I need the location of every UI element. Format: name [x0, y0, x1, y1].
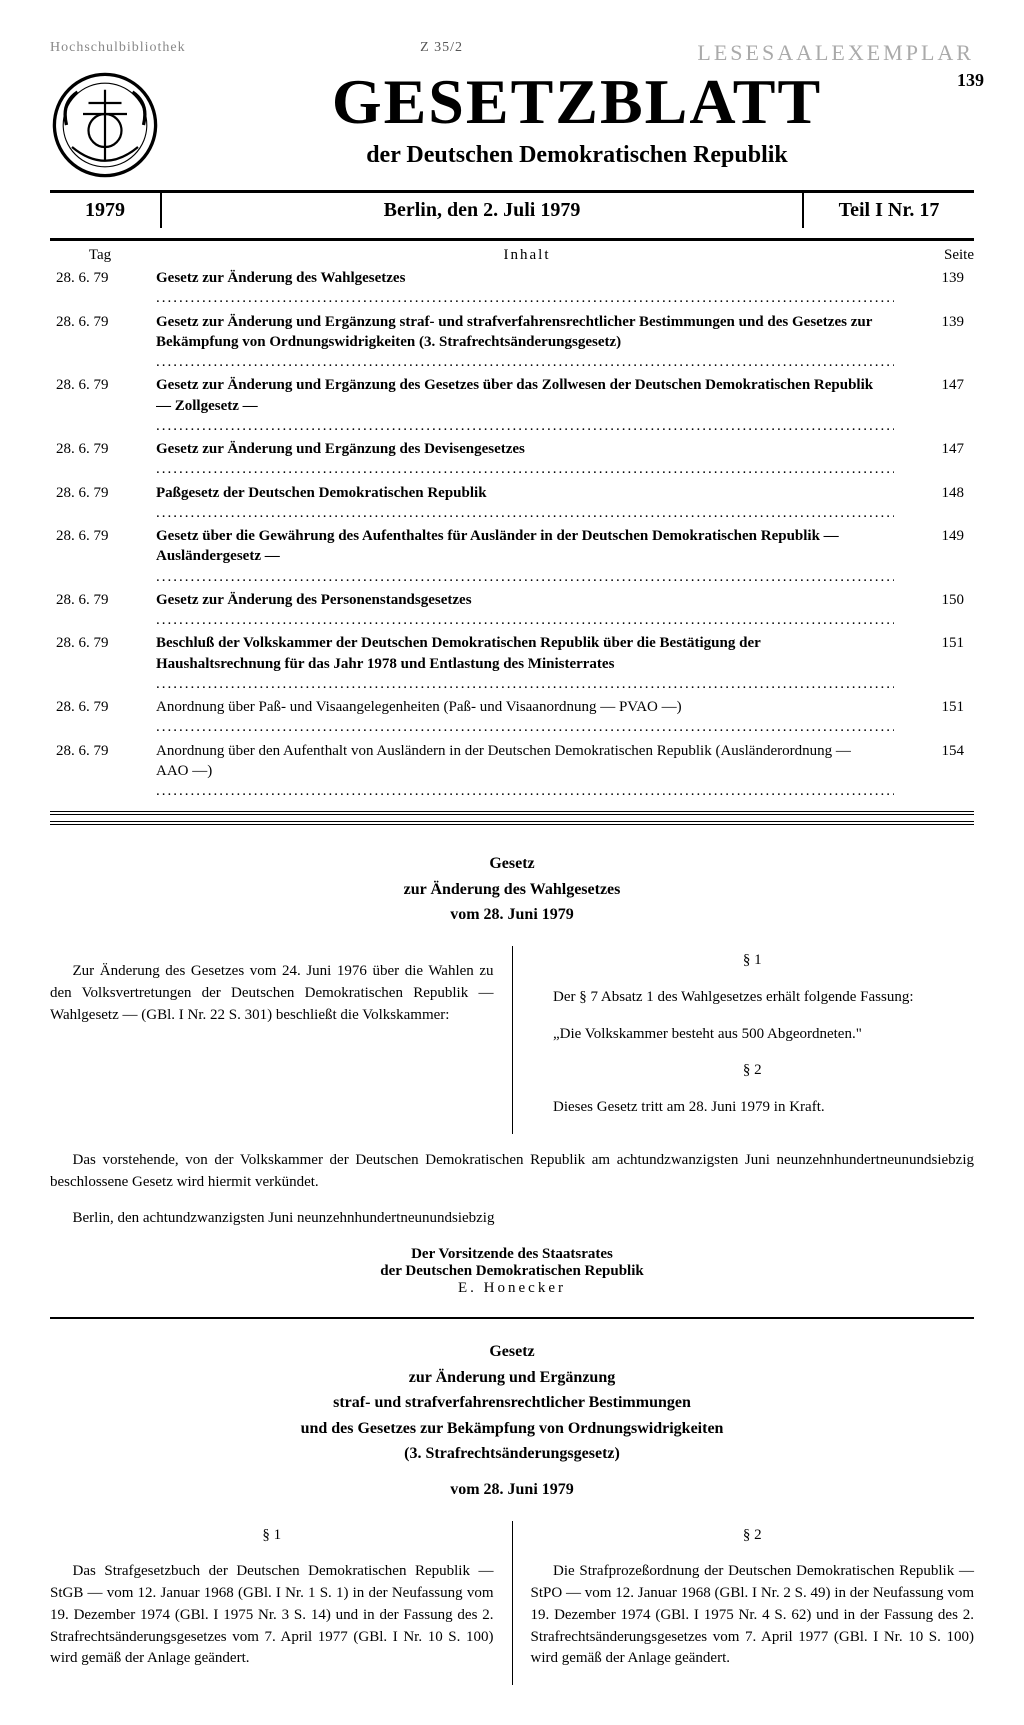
subtitle: der Deutschen Demokratischen Republik	[180, 142, 974, 169]
section-1-head: § 1	[531, 950, 975, 972]
dateline: 1979 Berlin, den 2. Juli 1979 Teil I Nr.…	[50, 193, 974, 228]
toc-head-day: Tag	[50, 247, 150, 264]
year: 1979	[50, 193, 162, 228]
header-stamps: Hochschulbibliothek Z 35/2 Lesesaalexemp…	[50, 40, 974, 66]
law1-preamble: Zur Änderung des Gesetzes vom 24. Juni 1…	[50, 961, 494, 1026]
toc-head-page: Seite	[904, 247, 974, 264]
main-title: GESETZBLATT	[180, 70, 974, 134]
toc-row: 28. 6. 79Anordnung über Paß- und Visaang…	[50, 697, 974, 738]
ddr-emblem-icon	[50, 70, 160, 180]
section-2-head: § 2	[531, 1060, 975, 1082]
divider-double	[50, 811, 974, 825]
toc-row: 28. 6. 79Beschluß der Volkskammer der De…	[50, 633, 974, 694]
toc-row: 28. 6. 79Gesetz zur Änderung und Ergänzu…	[50, 375, 974, 436]
toc-row: 28. 6. 79Gesetz zur Änderung und Ergänzu…	[50, 312, 974, 373]
issue-date: Berlin, den 2. Juli 1979	[162, 193, 802, 228]
toc-head-content: Inhalt	[150, 247, 904, 264]
signature-block: Der Vorsitzende des Staatsrates der Deut…	[50, 1246, 974, 1297]
toc-row: 28. 6. 79Gesetz zur Änderung und Ergänzu…	[50, 439, 974, 480]
stamp-center: Z 35/2	[420, 40, 463, 66]
stamp-right: Lesesaalexemplar	[697, 40, 974, 66]
stamp-left: Hochschulbibliothek	[50, 40, 186, 66]
page-number: 139	[957, 70, 984, 91]
table-of-contents: Tag Inhalt Seite 28. 6. 79Gesetz zur Änd…	[50, 247, 974, 801]
divider	[50, 238, 974, 241]
law2-title: Gesetz zur Änderung und Ergänzung straf-…	[50, 1339, 974, 1503]
toc-row: 28. 6. 79Anordnung über den Aufenthalt v…	[50, 741, 974, 802]
divider	[50, 1317, 974, 1319]
toc-row: 28. 6. 79Gesetz zur Änderung des Persone…	[50, 590, 974, 631]
law1-body: Zur Änderung des Gesetzes vom 24. Juni 1…	[50, 946, 974, 1134]
law1-title: Gesetz zur Änderung des Wahlgesetzes vom…	[50, 851, 974, 928]
masthead: 139 GESETZBLATT der Deutschen Demokratis…	[50, 70, 974, 180]
toc-row: 28. 6. 79Gesetz über die Gewährung des A…	[50, 526, 974, 587]
law2-body: § 1 Das Strafgesetzbuch der Deutschen De…	[50, 1521, 974, 1686]
toc-row: 28. 6. 79Paßgesetz der Deutschen Demokra…	[50, 483, 974, 524]
proclamation: Das vorstehende, von der Volkskammer der…	[50, 1150, 974, 1230]
part-number: Teil I Nr. 17	[802, 193, 974, 228]
toc-row: 28. 6. 79Gesetz zur Änderung des Wahlges…	[50, 268, 974, 309]
section-1-head: § 1	[50, 1525, 494, 1547]
section-2-head: § 2	[531, 1525, 975, 1547]
